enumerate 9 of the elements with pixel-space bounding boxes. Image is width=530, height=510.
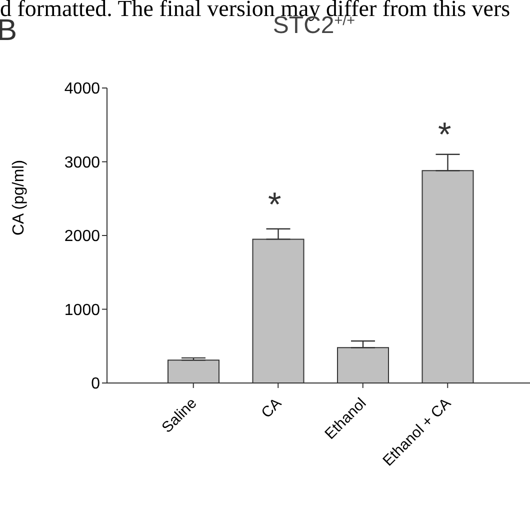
y-tick-label: 0 <box>91 376 100 393</box>
y-tick-label: 4000 <box>64 80 100 98</box>
x-tick-label: CA <box>258 394 285 422</box>
y-tick-label: 3000 <box>64 154 100 172</box>
y-axis-title: CA (pg/ml) <box>10 160 28 236</box>
annotation: * <box>268 186 282 224</box>
y-tick-label: 1000 <box>64 302 100 319</box>
y-tick-label: 2000 <box>64 228 100 246</box>
annotation: * <box>438 116 452 154</box>
